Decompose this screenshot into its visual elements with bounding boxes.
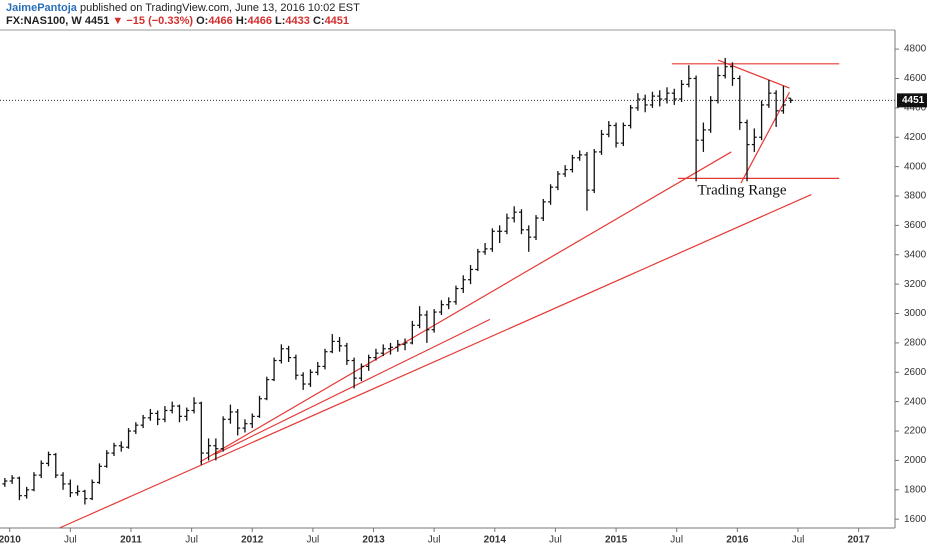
- h-label: H:: [235, 15, 248, 27]
- last-price-label: 4451: [902, 95, 925, 106]
- x-tick-label: 2015: [605, 535, 628, 546]
- y-tick-label: 1600: [904, 514, 927, 525]
- down-arrow: ▼: [112, 15, 124, 27]
- x-tick-label: Jul: [670, 535, 683, 546]
- x-tick-label: Jul: [792, 535, 805, 546]
- y-tick-label: 3000: [904, 308, 927, 319]
- y-tick-label: 4200: [904, 132, 927, 143]
- x-tick-label: 2014: [484, 535, 507, 546]
- trend-line: [214, 318, 491, 456]
- x-tick-label: 2011: [120, 535, 142, 546]
- x-tick-label: 2012: [241, 535, 264, 546]
- x-tick-label: 2017: [847, 535, 870, 546]
- x-tick-label: Jul: [64, 535, 77, 546]
- y-tick-label: 3200: [904, 279, 927, 290]
- symbol-line: FX:NAS100, W 4451 ▼ −15 (−0.33%) O:4466 …: [6, 15, 349, 27]
- x-tick-label: 2013: [362, 535, 385, 546]
- x-tick-label: Jul: [306, 535, 319, 546]
- annotation: Trading Range: [697, 182, 786, 198]
- y-tick-label: 4000: [904, 161, 927, 172]
- y-tick-label: 2600: [904, 367, 927, 378]
- o-value: 4466: [208, 15, 233, 27]
- o-label: O:: [196, 15, 209, 27]
- x-tick-label: Jul: [185, 535, 198, 546]
- c-label: C:: [312, 15, 325, 27]
- y-tick-label: 2800: [904, 338, 927, 349]
- trend-line: [740, 91, 791, 184]
- l-label: L:: [275, 15, 286, 27]
- y-tick-label: 2000: [904, 455, 927, 466]
- change: −15 (−0.33%): [126, 15, 194, 27]
- x-tick-label: 2016: [726, 535, 749, 546]
- y-tick-label: 3400: [904, 249, 927, 260]
- trend-line: [59, 193, 812, 529]
- x-tick-label: Jul: [428, 535, 441, 546]
- y-tick-label: 1800: [904, 484, 927, 495]
- y-tick-label: 4600: [904, 73, 927, 84]
- published: published on TradingView.com, June 13, 2…: [79, 2, 360, 14]
- last-price-box: [897, 93, 927, 108]
- trend-line: [717, 59, 790, 89]
- x-tick-label: 2010: [0, 535, 21, 546]
- h-value: 4466: [247, 15, 272, 27]
- l-value: 4433: [285, 15, 310, 27]
- c-value: 4451: [324, 15, 350, 27]
- y-tick-label: 2200: [904, 426, 927, 437]
- author[interactable]: JaimePantoja: [6, 2, 77, 14]
- header-line: JaimePantoja published on TradingView.co…: [6, 2, 360, 14]
- y-tick-label: 4800: [904, 44, 927, 55]
- y-tick-label: 2400: [904, 396, 927, 407]
- x-tick-label: Jul: [549, 535, 562, 546]
- y-tick-label: 3800: [904, 191, 927, 202]
- last-price: 4451: [84, 15, 110, 27]
- symbol: FX:NAS100, W: [6, 15, 82, 27]
- trend-line: [199, 151, 732, 463]
- y-tick-label: 3600: [904, 220, 927, 231]
- y-tick-label: 4400: [904, 102, 927, 113]
